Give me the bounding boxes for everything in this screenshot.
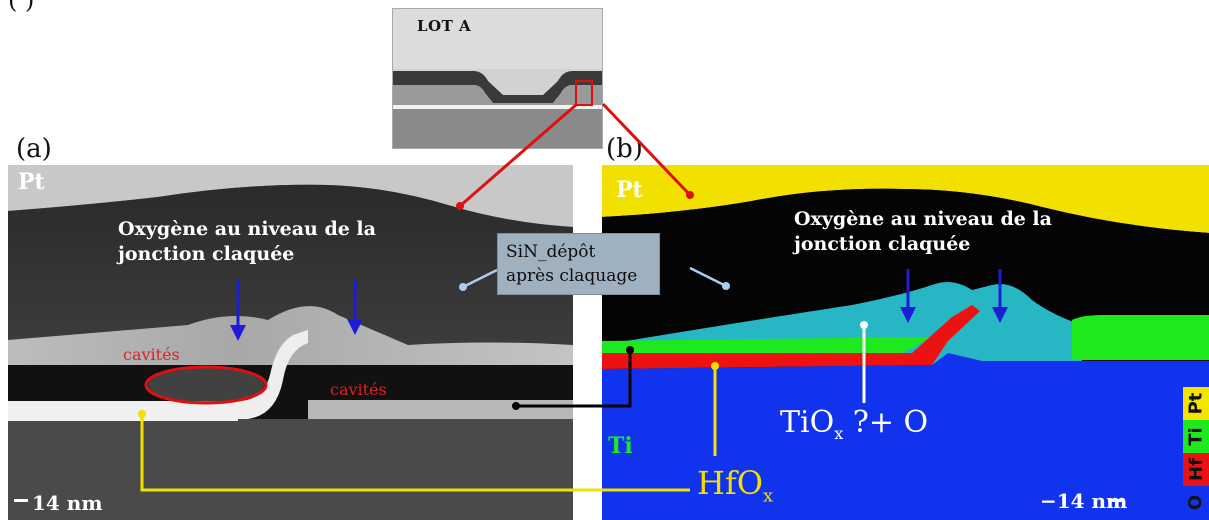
edx-colour-map: [602, 165, 1209, 520]
panel-a-tem-image: Pt Oxygène au niveau de la jonction claqu…: [8, 165, 573, 520]
cavities-label-right: cavités: [330, 380, 387, 399]
tiox-label: TiOx ?+ O: [780, 405, 929, 443]
panel-a-oxygen-label: Oxygène au niveau de la jonction claquée: [118, 218, 376, 265]
panel-a-label: (a): [16, 134, 52, 164]
hfox-label: HfOx: [697, 464, 774, 507]
oxygen-arrow-b-right: [992, 307, 1008, 323]
inset-title: LOT A: [417, 17, 472, 35]
oxygen-arrow-left: [230, 325, 246, 341]
panel-b-oxygen-label: Oxygène au niveau de la jonction claquée: [794, 208, 1052, 255]
legend-hf: Hf: [1183, 453, 1209, 486]
ti-label: Ti: [608, 433, 633, 459]
element-colour-legend: Pt Ti Hf O: [1183, 387, 1209, 520]
lot-a-inset: LOT A: [392, 8, 603, 149]
figure-caption-fragment: ( ): [8, 0, 35, 14]
oxygen-arrow-right: [347, 319, 363, 335]
sin-deposit-label-box: SiN_dépôt après claquage: [497, 233, 660, 295]
scale-label-a: 14 nm: [32, 491, 103, 515]
panel-b-pt-label: Pt: [616, 177, 643, 203]
legend-pt: Pt: [1183, 387, 1209, 420]
panel-a-pt-label: Pt: [18, 169, 45, 195]
zoom-region-box: [575, 80, 593, 106]
cavities-label-left: cavités: [123, 345, 180, 364]
panel-b-edx-map: Pt Oxygène au niveau de la jonction claqu…: [602, 165, 1209, 520]
legend-ti: Ti: [1183, 420, 1209, 453]
oxygen-arrow-b-left: [900, 307, 916, 323]
cavity-highlight-ellipse: [144, 365, 268, 405]
scale-bar-b: [1108, 499, 1122, 502]
panel-b-label: (b): [606, 134, 643, 164]
scale-label-b: −14 nm: [1040, 489, 1128, 513]
legend-o: O: [1183, 486, 1209, 519]
scale-bar-a: [14, 499, 28, 502]
